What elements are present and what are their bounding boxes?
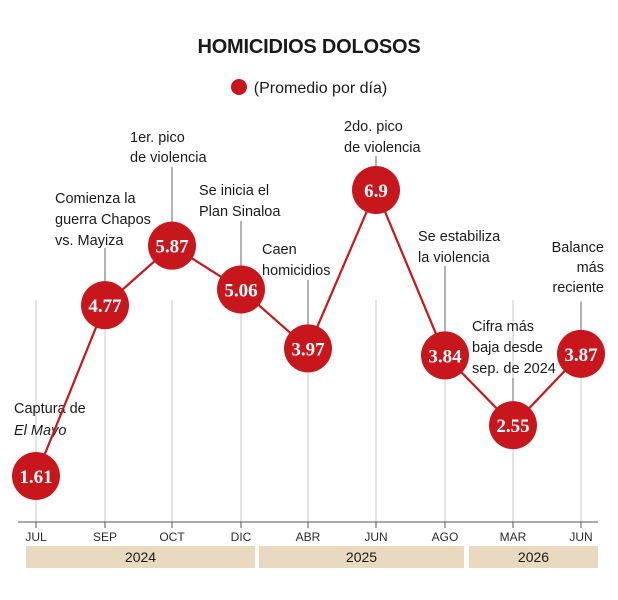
data-point-marker bbox=[12, 452, 60, 500]
chart-title: HOMICIDIOS DOLOSOS bbox=[197, 36, 421, 58]
annotation-text: Balance más reciente bbox=[552, 240, 604, 296]
data-point-marker bbox=[217, 265, 265, 314]
annotation-text: 2do. pico de violencia bbox=[344, 119, 422, 156]
data-point-marker bbox=[284, 324, 332, 373]
annotation-text: Caen homicidios bbox=[262, 242, 331, 279]
data-point-marker bbox=[489, 401, 537, 450]
data-point-label: 4.77 bbox=[88, 296, 122, 317]
data-point-label: 1.61 bbox=[19, 467, 52, 488]
data-point-marker bbox=[421, 331, 469, 380]
annotation-text: Cifra más baja desde sep. de 2024 bbox=[472, 319, 556, 377]
x-tick-label: SEP bbox=[93, 530, 117, 544]
data-point-label: 3.84 bbox=[428, 346, 462, 367]
year-band bbox=[26, 546, 255, 568]
year-band bbox=[469, 546, 598, 568]
annotation-text: Se inicia el Plan Sinaloa bbox=[199, 183, 281, 220]
data-point-label: 3.87 bbox=[564, 345, 598, 366]
annotation-text: Comienza la guerra Chapos vs. Mayiza bbox=[55, 191, 151, 249]
x-tick-label: MAR bbox=[500, 530, 527, 544]
data-point-marker bbox=[148, 221, 196, 270]
year-label: 2024 bbox=[125, 549, 156, 565]
data-point-label: 2.55 bbox=[496, 416, 529, 437]
x-tick-label: AGO bbox=[432, 530, 459, 544]
x-tick-label: OCT bbox=[159, 530, 185, 544]
x-tick-label: JUL bbox=[25, 530, 47, 544]
annotation-text: Se estabiliza la violencia bbox=[418, 229, 501, 266]
data-point-marker bbox=[81, 281, 129, 330]
data-point-label: 6.9 bbox=[364, 181, 388, 202]
year-label: 2025 bbox=[346, 549, 377, 565]
year-band bbox=[259, 546, 464, 568]
annotation-text: 1er. pico de violencia bbox=[130, 130, 208, 166]
legend-marker-icon bbox=[230, 79, 247, 95]
data-point-marker bbox=[352, 166, 400, 214]
x-tick-label: JUN bbox=[569, 530, 592, 544]
data-point-marker bbox=[557, 329, 605, 378]
annotation-text: Captura de El Mayo bbox=[14, 401, 86, 439]
x-tick-label: ABR bbox=[296, 530, 321, 544]
data-point-label: 3.97 bbox=[291, 339, 325, 360]
data-point-label: 5.87 bbox=[155, 237, 189, 258]
data-point-label: 5.06 bbox=[224, 280, 257, 301]
chart-legend: (Promedio por día) bbox=[0, 79, 618, 98]
x-tick-label: JUN bbox=[364, 530, 387, 544]
x-tick-label: DIC bbox=[231, 530, 252, 544]
year-label: 2026 bbox=[518, 549, 549, 565]
legend-label: (Promedio por día) bbox=[253, 80, 388, 97]
